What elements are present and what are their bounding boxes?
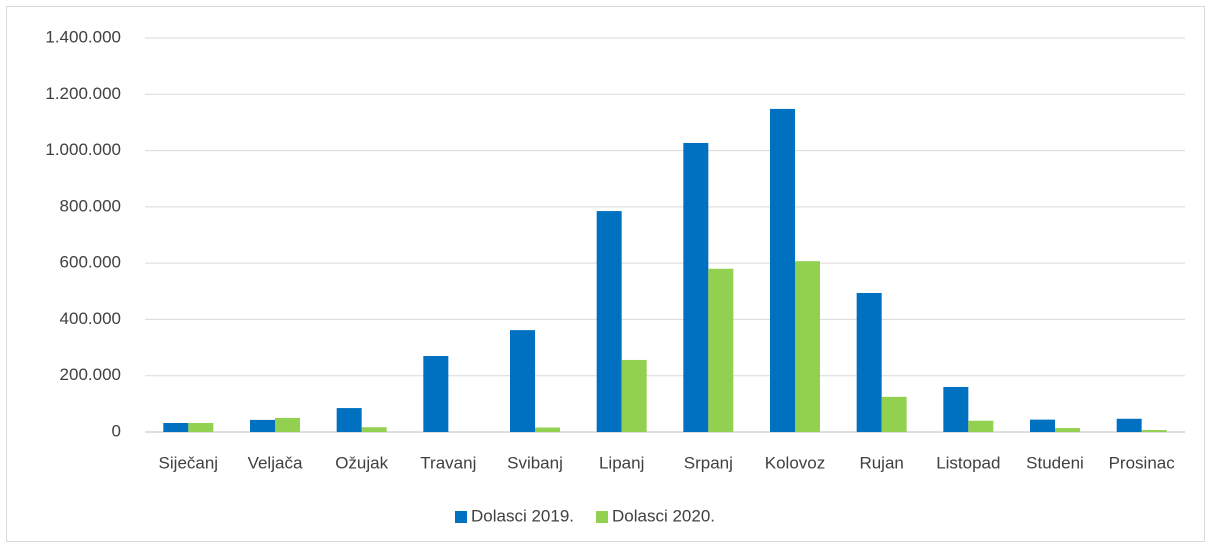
y-tick-label: 1.200.000 xyxy=(45,84,121,103)
x-tick-label: Lipanj xyxy=(599,453,644,472)
x-tick-label: Srpanj xyxy=(684,453,733,472)
legend-swatch xyxy=(455,511,467,523)
bar xyxy=(1030,419,1055,432)
x-tick-label: Rujan xyxy=(859,453,903,472)
y-tick-label: 200.000 xyxy=(60,365,121,384)
x-tick-label: Prosinac xyxy=(1109,453,1176,472)
legend-label: Dolasci 2019. xyxy=(471,506,574,525)
x-tick-label: Veljača xyxy=(248,453,303,472)
bar xyxy=(1055,428,1080,432)
x-tick-label: Studeni xyxy=(1026,453,1084,472)
bar xyxy=(423,356,449,432)
bar xyxy=(968,420,994,432)
bar xyxy=(275,417,300,432)
bar xyxy=(943,386,969,432)
bar xyxy=(856,292,882,432)
x-tick-label: Kolovoz xyxy=(765,453,825,472)
y-tick-label: 1.000.000 xyxy=(45,140,121,159)
x-tick-label: Ožujak xyxy=(335,453,388,472)
bar xyxy=(708,268,734,432)
x-tick-label: Listopad xyxy=(936,453,1000,472)
bar xyxy=(510,330,535,432)
bar xyxy=(336,408,362,432)
bar xyxy=(621,359,647,432)
y-tick-label: 400.000 xyxy=(60,309,121,328)
bar xyxy=(683,142,709,433)
x-tick-label: Travanj xyxy=(420,453,476,472)
x-tick-label: Siječanj xyxy=(159,453,219,472)
bar xyxy=(795,261,820,432)
bar xyxy=(188,422,214,432)
y-tick-label: 800.000 xyxy=(60,196,121,215)
legend-swatch xyxy=(596,511,609,523)
bar xyxy=(250,419,275,432)
x-tick-label: Svibanj xyxy=(507,453,563,472)
bar xyxy=(163,422,189,432)
y-tick-label: 600.000 xyxy=(60,253,121,272)
bar xyxy=(1116,418,1142,432)
bar xyxy=(881,396,907,432)
bar xyxy=(596,211,622,432)
legend-label: Dolasci 2020. xyxy=(612,506,715,525)
y-tick-label: 1.400.000 xyxy=(45,27,121,46)
bar xyxy=(770,108,795,433)
bar xyxy=(535,427,560,432)
y-tick-label: 0 xyxy=(112,421,121,440)
bar xyxy=(361,427,387,432)
bar xyxy=(1141,430,1167,432)
